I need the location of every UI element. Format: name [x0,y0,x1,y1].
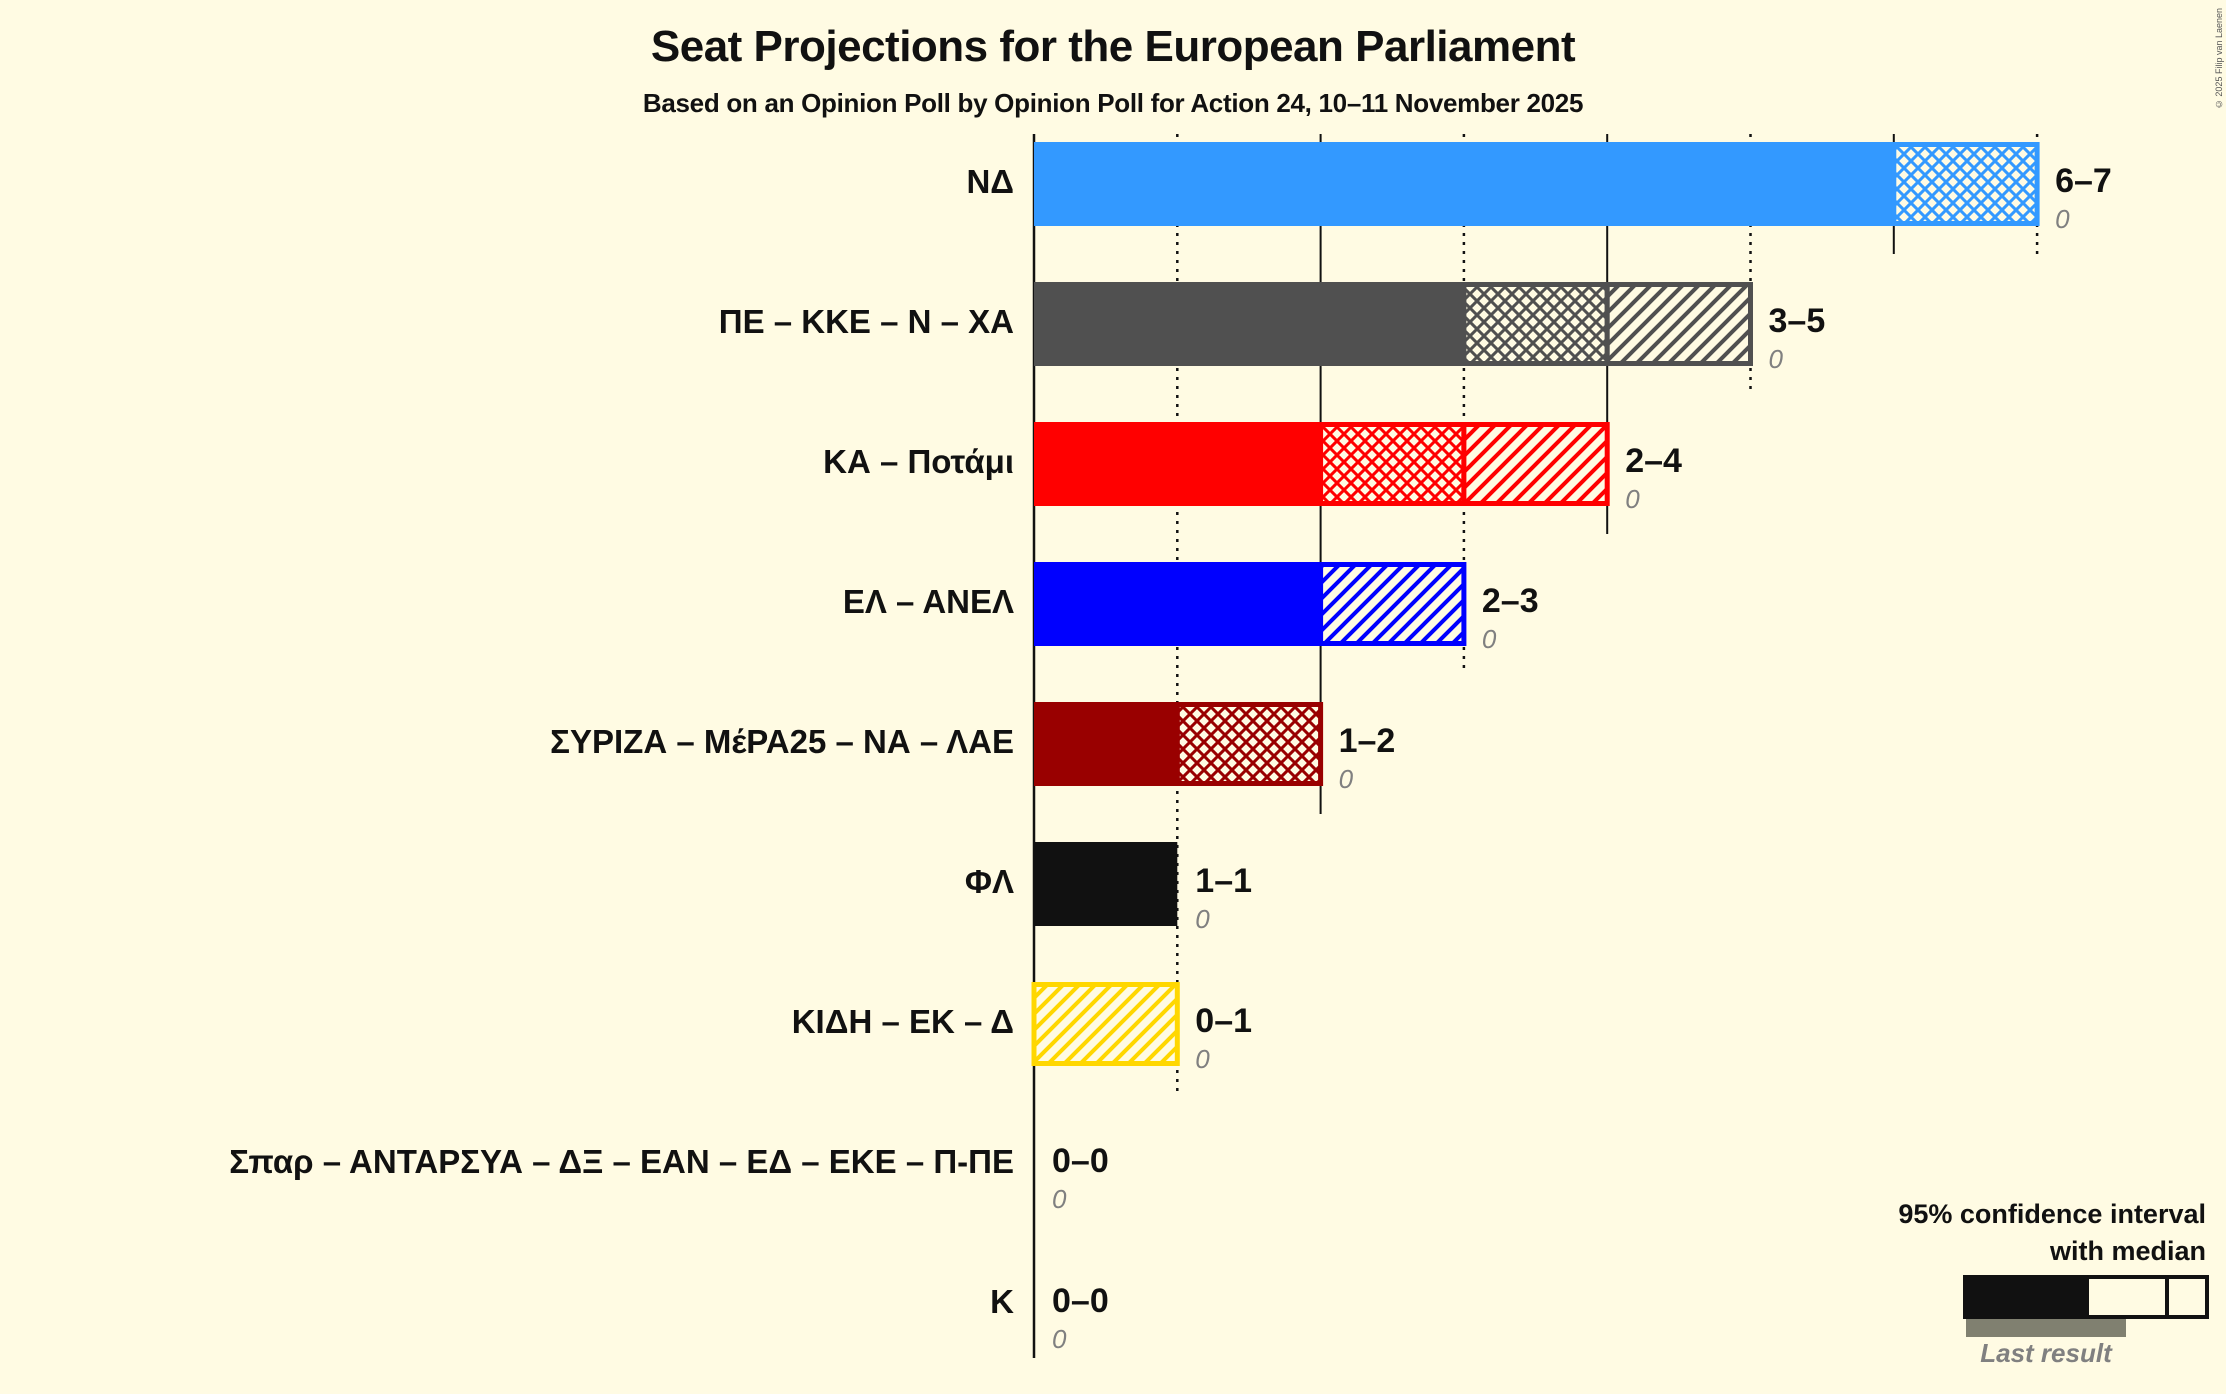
seat-range-label: 1–1 [1195,862,1253,900]
party-bar-5 [1034,842,1178,926]
party-bar-3 [1034,562,1467,646]
party-bar-4 [1034,702,1324,786]
seat-range-label: 1–2 [1338,722,1396,760]
seat-range-label: 0–0 [1052,1282,1109,1320]
last-result-label: 0 [1052,1184,1067,1214]
party-name-label: Σπαρ – ΑΝΤΑΡΣΥΑ – ΔΞ – ΕΑΝ – ΕΔ – ΕΚΕ – … [229,1143,1014,1180]
party-name-label: ΚΙΔΗ – ΕΚ – Δ [791,1003,1014,1040]
chart-subtitle: Based on an Opinion Poll by Opinion Poll… [642,88,1584,118]
party-name-label: ΚΑ – Ποτάμι [823,443,1014,480]
last-result-label: 0 [1052,1324,1067,1354]
party-name-label: ΠΕ – ΚΚΕ – Ν – ΧΑ [718,303,1014,340]
seat-range-label: 0–1 [1195,1002,1253,1040]
last-result-label: 0 [1625,484,1640,514]
seat-range-label: 6–7 [2055,162,2112,200]
last-result-label: 0 [1768,344,1783,374]
party-name-label: ΦΛ [964,863,1014,900]
legend-median-label: with median [2049,1236,2206,1266]
seat-range-label: 3–5 [1768,302,1826,340]
legend-ci-label: 95% confidence interval [1898,1199,2206,1229]
last-result-label: 0 [1195,1044,1210,1074]
party-name-label: ΕΛ – ΑΝΕΛ [842,583,1014,620]
party-bar-1 [1034,282,1753,366]
legend-title: 95% confidence interval with median [1806,1196,2206,1270]
last-result-label: 0 [1481,624,1497,654]
party-name-label: ΣΥΡΙΖΑ – ΜέΡΑ25 – ΝΑ – ΛΑΕ [550,723,1014,760]
party-bar-0 [1034,142,2040,226]
chart-title: Seat Projections for the European Parlia… [650,22,1576,71]
last-result-label: 0 [1338,764,1354,794]
party-name-label: Κ [990,1283,1014,1320]
last-result-label: 0 [2055,204,2070,234]
party-name-label: ΝΔ [966,163,1014,200]
last-result-label: 0 [1195,904,1210,934]
legend-swatch [1963,1275,2209,1337]
party-bar-2 [1034,422,1610,506]
legend-last-result-label: Last result [1980,1338,2112,1368]
party-bar-6 [1031,982,1180,1066]
seat-range-label: 2–4 [1625,442,1682,480]
seat-range-label: 0–0 [1052,1142,1109,1180]
seat-range-label: 2–3 [1481,582,1539,620]
